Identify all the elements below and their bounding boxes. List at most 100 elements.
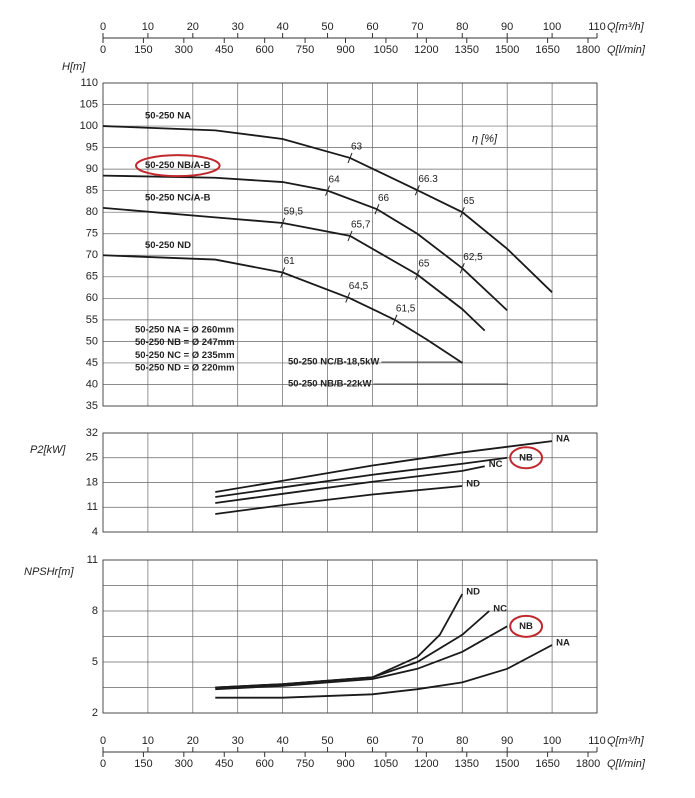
y-tick-label: 32 [86, 427, 98, 439]
efficiency-mark [325, 185, 331, 196]
y-tick-label: 45 [86, 357, 98, 369]
highlight-ring [509, 614, 544, 638]
efficiency-value: 66 [378, 193, 390, 204]
q2-tick-label: 900 [336, 758, 354, 770]
y-tick-label: 2 [92, 707, 98, 719]
y-tick-label: 55 [86, 314, 98, 326]
q-tick-label: 20 [187, 735, 199, 747]
q2-tick-label: 150 [134, 44, 152, 56]
q-tick-label: 50 [321, 735, 333, 747]
q-tick-label: 110 [588, 735, 606, 747]
efficiency-value: 59,5 [284, 207, 304, 218]
q2-tick-label: 1800 [576, 44, 600, 56]
q-tick-label: 110 [588, 21, 606, 33]
curve [102, 254, 463, 364]
q2-tick-label: 1500 [495, 44, 519, 56]
diameter-note: 50-250 NC = Ø 235mm [135, 350, 235, 361]
q-tick-label: 40 [277, 21, 289, 33]
y-tick-label: 60 [86, 292, 98, 304]
q-tick-label: 10 [142, 735, 154, 747]
curve-label: 50-250 ND [145, 240, 191, 251]
y-tick-label: 18 [86, 476, 98, 488]
curve-label: 50-250 NA [145, 111, 191, 122]
highlight-ring [135, 154, 221, 178]
q2-tick-label: 750 [296, 758, 314, 770]
q-tick-label: 0 [100, 735, 106, 747]
curve [215, 485, 463, 515]
q2-tick-label: 450 [215, 758, 233, 770]
curve-label: ND [466, 587, 480, 598]
q-tick-label: 50 [321, 21, 333, 33]
efficiency-mark [280, 267, 286, 278]
q2-tick-label: 1050 [374, 44, 398, 56]
efficiency-value: 62,5 [463, 252, 483, 263]
y-tick-label: 75 [86, 228, 98, 240]
q2-tick-label: 0 [100, 758, 106, 770]
q2-tick-label: 1500 [495, 758, 519, 770]
q2-tick-label: 750 [296, 44, 314, 56]
efficiency-mark [392, 314, 398, 326]
y-tick-label: 35 [86, 400, 98, 412]
curve-label: NB [519, 452, 533, 463]
plot-frame [102, 82, 598, 407]
efficiency-value: 65 [463, 196, 475, 207]
y-tick-label: 50 [86, 335, 98, 347]
q-tick-label: 10 [142, 21, 154, 33]
q2-tick-label: 600 [255, 44, 273, 56]
efficiency-value: 64,5 [349, 281, 369, 292]
curve [102, 125, 553, 293]
q-tick-label: 20 [187, 21, 199, 33]
plot-frame [102, 432, 598, 533]
q2-tick-label: 300 [175, 44, 193, 56]
efficiency-mark [347, 152, 353, 164]
y-tick-label: 11 [87, 501, 98, 513]
curve-label: NC [489, 459, 503, 470]
y-tick-label: 8 [92, 605, 98, 617]
q-tick-label: 90 [501, 735, 513, 747]
plot-frame [102, 559, 598, 714]
curve-label: ND [466, 479, 480, 490]
efficiency-mark [459, 263, 465, 274]
curve [102, 174, 508, 312]
q2-axis-label: Q[l/min] [607, 44, 646, 56]
q2-tick-label: 1350 [455, 758, 479, 770]
efficiency-mark [345, 292, 351, 303]
y-axis-label: H[m] [62, 61, 86, 73]
diameter-note: 50-250 NA = Ø 260mm [135, 325, 234, 336]
q-tick-label: 30 [232, 21, 244, 33]
y-tick-label: 65 [86, 271, 98, 283]
y-tick-label: 100 [80, 120, 98, 132]
curve-label: 50-250 NC/A-B [145, 192, 211, 203]
y-tick-label: 85 [86, 185, 98, 197]
q2-tick-label: 600 [255, 758, 273, 770]
efficiency-mark [459, 207, 465, 218]
y-tick-label: 105 [80, 98, 98, 110]
diameter-note: 50-250 NB = Ø 247mm [135, 337, 235, 348]
q2-axis-label: Q[l/min] [607, 758, 646, 770]
curve [215, 465, 485, 504]
q-tick-label: 60 [366, 735, 378, 747]
q-tick-label: 70 [411, 21, 423, 33]
q2-tick-label: 1800 [576, 758, 600, 770]
q-tick-label: 100 [543, 21, 561, 33]
q-tick-label: 100 [543, 735, 561, 747]
y-tick-label: 95 [86, 142, 98, 154]
efficiency-mark [280, 217, 286, 229]
curve-label: NB [519, 621, 533, 632]
curve-label: 50-250 NB/A-B [145, 160, 211, 171]
curve [215, 644, 553, 699]
efficiency-label: η [%] [472, 133, 498, 145]
efficiency-value: 65,7 [351, 220, 371, 231]
q2-tick-label: 300 [175, 758, 193, 770]
curve-label: NA [556, 638, 570, 649]
q-axis-label: Q[m³/h] [607, 21, 645, 33]
y-tick-label: 5 [92, 656, 98, 668]
q-axis-label: Q[m³/h] [607, 735, 645, 747]
diameter-note: 50-250 ND = Ø 220mm [135, 363, 235, 374]
efficiency-value: 63 [351, 142, 363, 153]
q-tick-label: 80 [456, 735, 468, 747]
q2-tick-label: 1350 [455, 44, 479, 56]
curve [215, 456, 508, 498]
curve [215, 610, 490, 689]
